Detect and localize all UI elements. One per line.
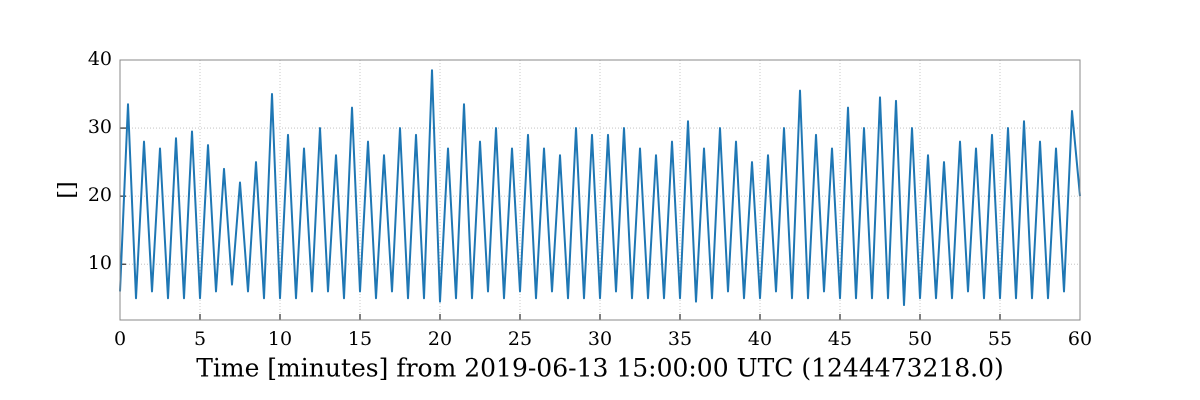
data-line: [119, 69, 1081, 307]
x-tick-label: 50: [908, 328, 932, 350]
x-tick-label: 0: [114, 328, 126, 350]
x-tick-label: 60: [1068, 328, 1092, 350]
y-tick-label: 40: [88, 48, 112, 70]
x-tick-label: 5: [194, 328, 206, 350]
x-tick-label: 10: [268, 328, 292, 350]
x-tick-label: 45: [828, 328, 852, 350]
y-tick-label: 30: [88, 116, 112, 138]
x-tick-label: 35: [668, 328, 692, 350]
x-tick-label: 15: [348, 328, 372, 350]
x-tick-label: 40: [748, 328, 772, 350]
y-axis-label: []: [55, 181, 80, 198]
x-tick-label: 55: [988, 328, 1012, 350]
x-tick-label: 25: [508, 328, 532, 350]
y-tick-label: 10: [88, 252, 112, 274]
x-tick-label: 20: [428, 328, 452, 350]
x-tick-label: 30: [588, 328, 612, 350]
plot-frame: [119, 59, 1081, 321]
x-axis-label: Time [minutes] from 2019-06-13 15:00:00 …: [196, 354, 1004, 383]
y-tick-label: 20: [88, 184, 112, 206]
